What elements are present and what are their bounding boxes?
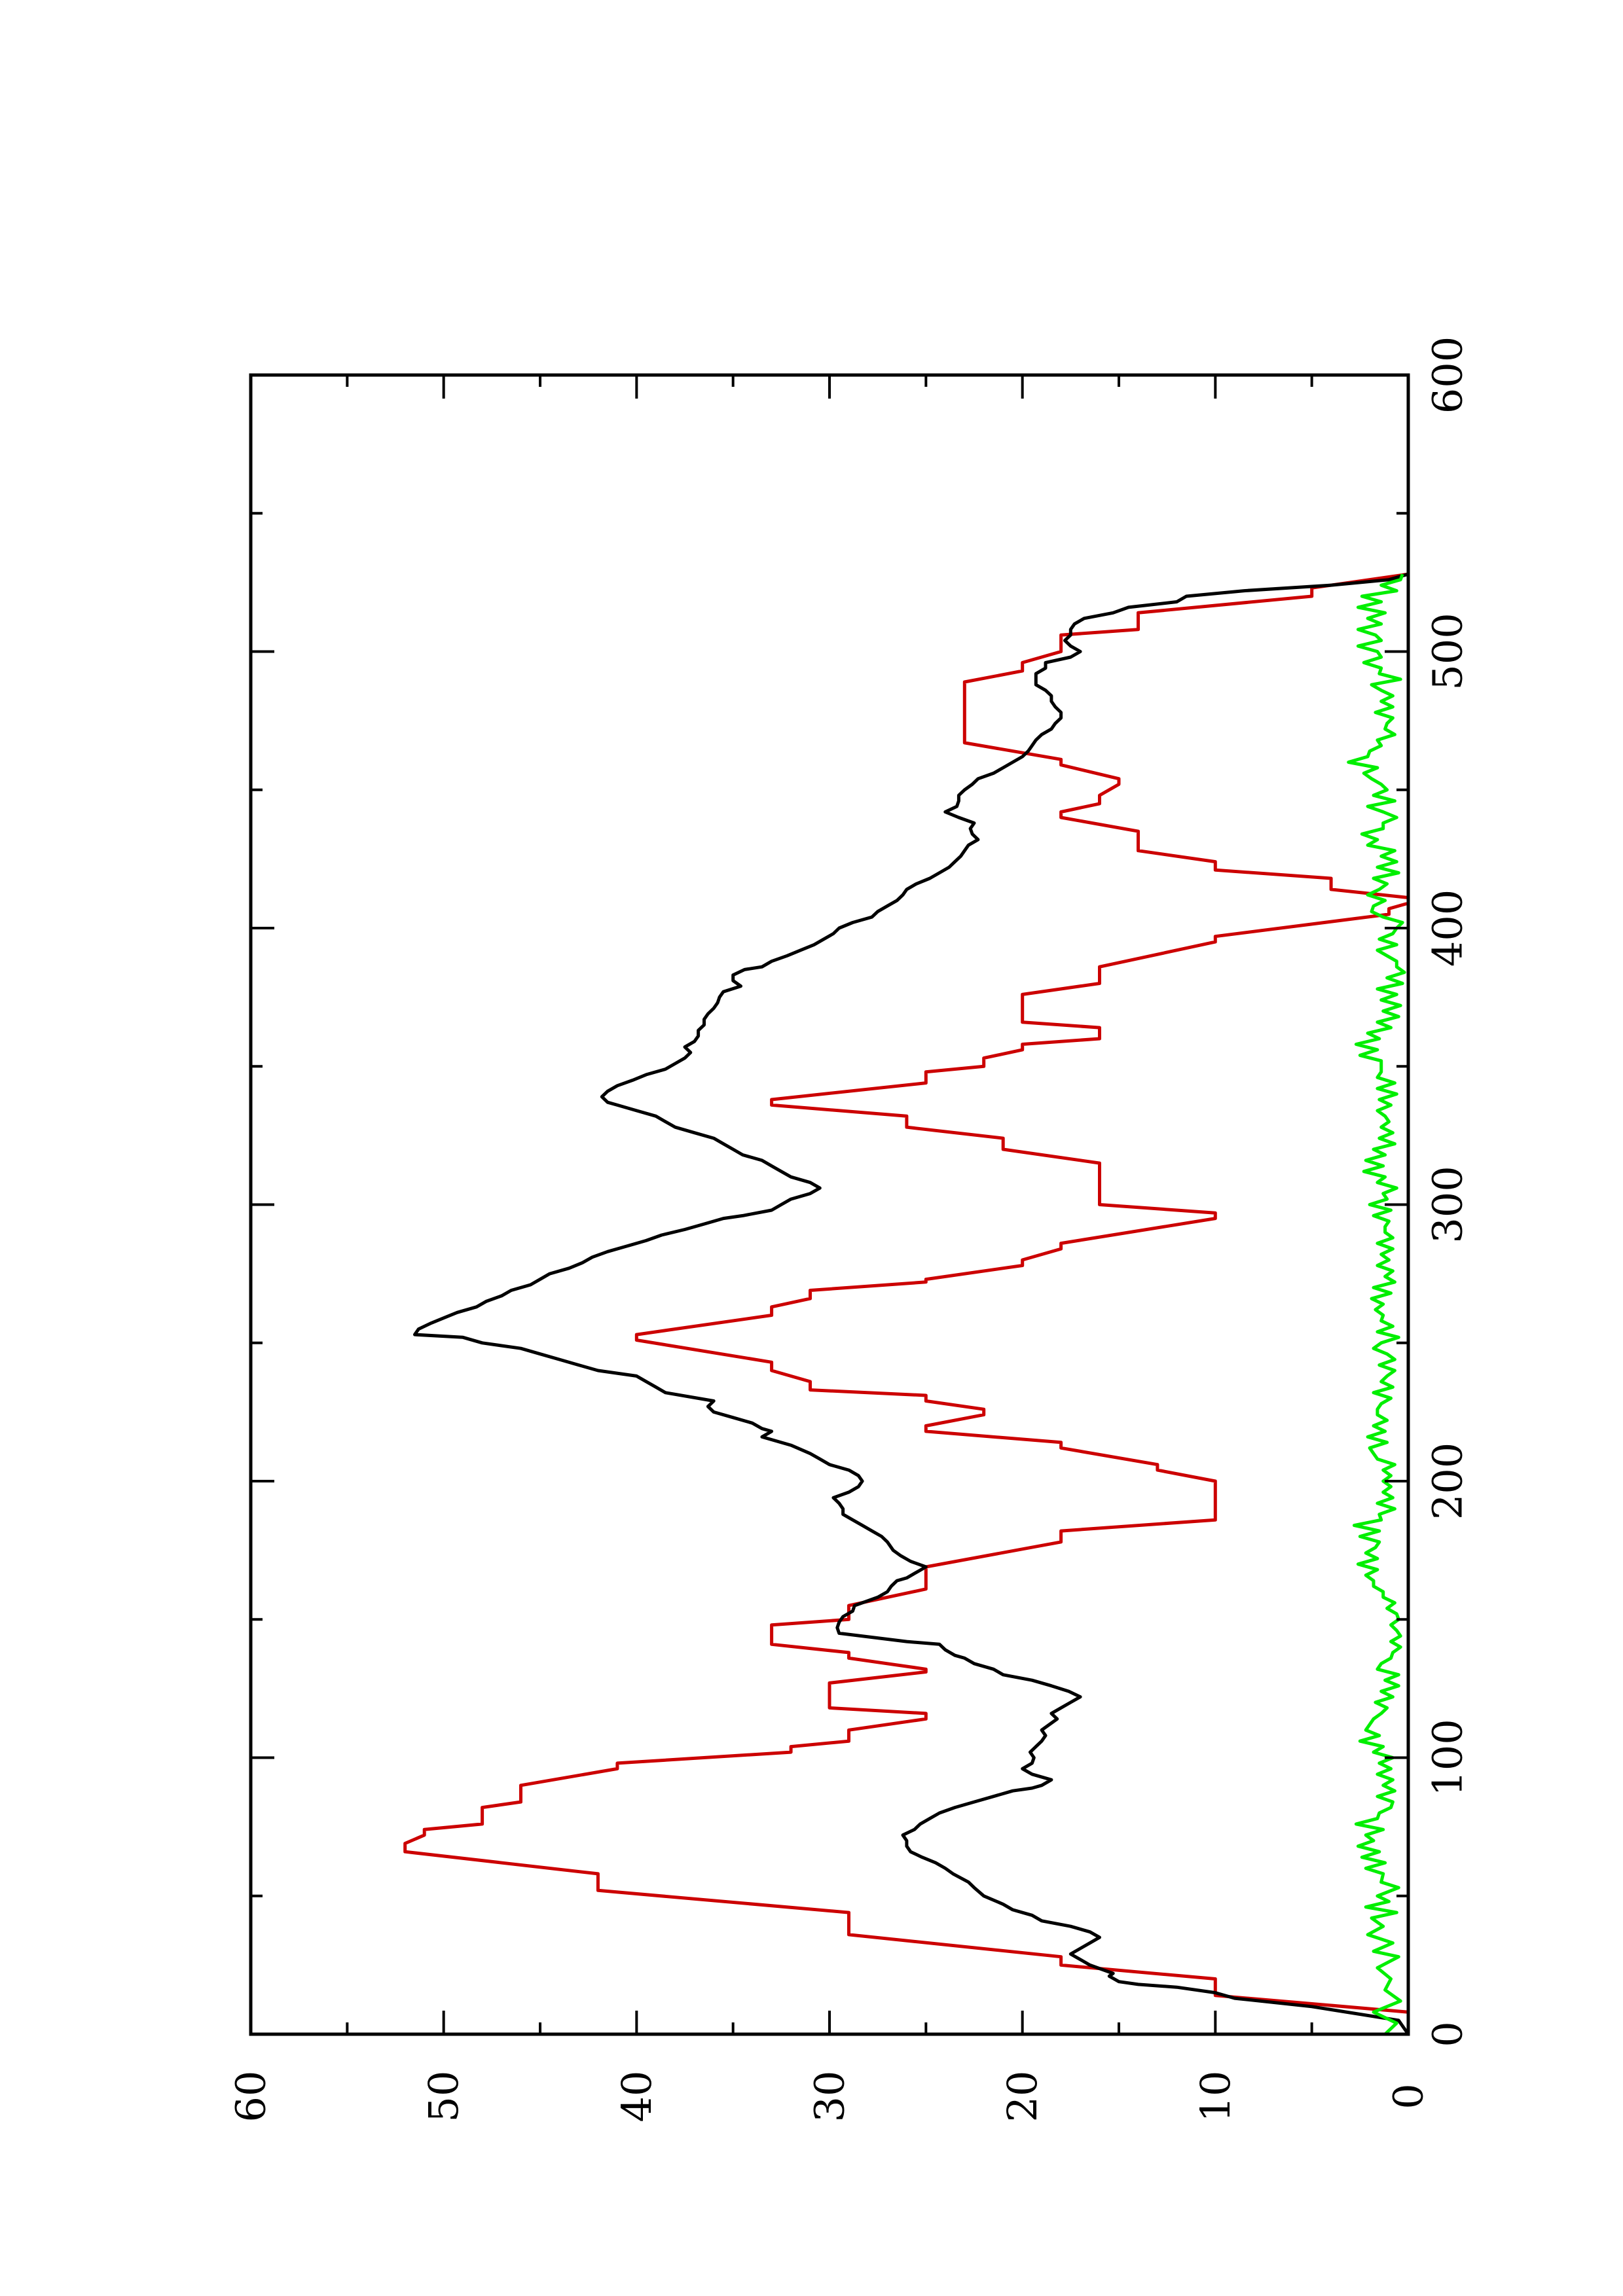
y-tick-label: 60 xyxy=(227,2071,275,2123)
y-tick-label: 50 xyxy=(420,2071,467,2123)
x-tick-label: 600 xyxy=(1424,336,1472,414)
y-tick-label: 20 xyxy=(998,2071,1046,2123)
x-tick-label: 200 xyxy=(1424,1443,1472,1520)
series-line-2 xyxy=(413,572,1410,2036)
tick-layer xyxy=(249,374,1410,2036)
x-tick-label: 300 xyxy=(1424,1166,1472,1243)
tick-label-layer: 0 100 200 300 400 500 600 0 10 20 30 40 50 60 xyxy=(227,336,1472,2123)
x-tick-label: 500 xyxy=(1424,613,1472,690)
y-tick-label: 10 xyxy=(1192,2071,1239,2123)
series-line-1 xyxy=(403,572,1410,2034)
x-tick-label: 100 xyxy=(1424,1719,1472,1796)
y-tick-label: 0 xyxy=(1385,2083,1432,2109)
x-tick-label: 0 xyxy=(1424,2021,1472,2047)
y-tick-label: 30 xyxy=(806,2071,854,2123)
series-line-3 xyxy=(1347,573,1406,2036)
plot-frame xyxy=(249,373,1410,2036)
x-tick-label: 400 xyxy=(1424,889,1472,967)
series-layer xyxy=(403,572,1410,2036)
y-tick-label: 40 xyxy=(613,2071,661,2123)
